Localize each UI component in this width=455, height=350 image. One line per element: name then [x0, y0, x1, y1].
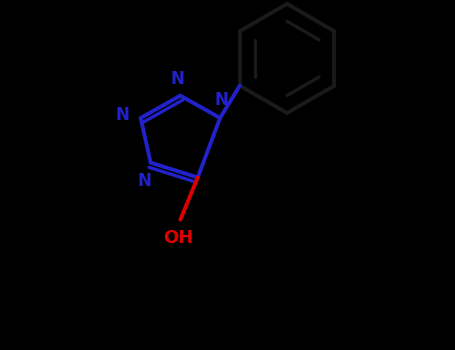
Text: N: N	[214, 91, 228, 109]
Text: OH: OH	[163, 229, 193, 246]
Text: N: N	[171, 70, 185, 88]
Text: N: N	[116, 106, 130, 125]
Text: N: N	[138, 172, 152, 190]
